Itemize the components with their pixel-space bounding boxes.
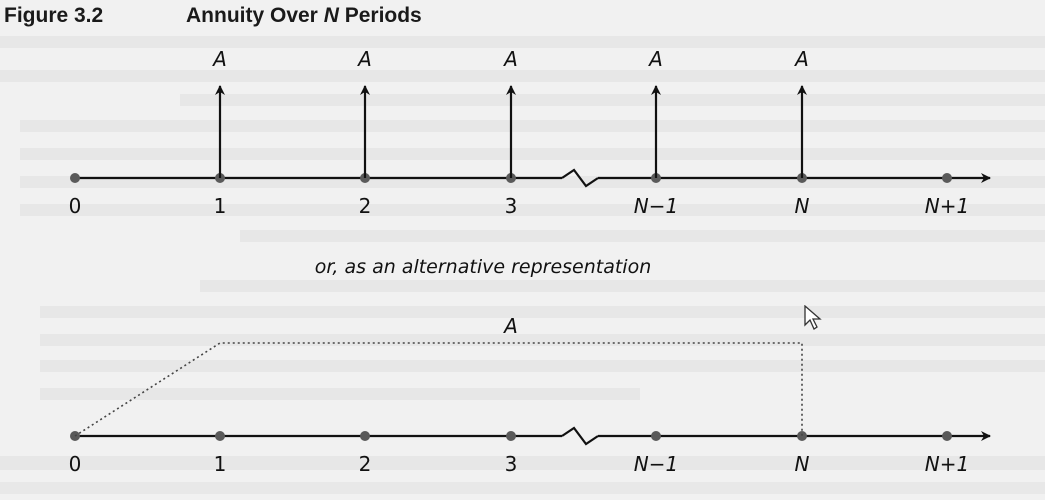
bottom-period-label: N (795, 452, 810, 476)
bottom-period-label: 3 (505, 452, 518, 476)
bleed-through-text (0, 36, 1045, 494)
top-timeline: 0 1 2 3 N−1 N N+1 A A A A A (69, 47, 991, 218)
bottom-axis-break (561, 426, 599, 446)
payment-label: A (211, 47, 227, 71)
bottom-period-label: 1 (214, 452, 227, 476)
top-period-label: N+1 (925, 194, 969, 218)
figure-title-prefix: Annuity Over (186, 4, 324, 27)
annuity-bracket (74, 342, 803, 437)
top-period-label: 2 (359, 194, 372, 218)
payment-label: A (356, 47, 372, 71)
bottom-timeline: 0 1 2 3 N−1 N N+1 A (69, 314, 991, 476)
mouse-cursor-icon (804, 304, 822, 335)
top-period-label: 3 (505, 194, 518, 218)
top-period-label: 1 (214, 194, 227, 218)
figure-title-suffix: Periods (338, 4, 422, 27)
payment-label: A (647, 47, 663, 71)
top-axis-break (561, 168, 599, 188)
bottom-period-dot (942, 431, 952, 441)
bottom-period-dot (506, 431, 516, 441)
bottom-period-label: 0 (69, 452, 82, 476)
top-period-dot (942, 173, 952, 183)
top-period-label: N (795, 194, 810, 218)
bottom-period-dot (651, 431, 661, 441)
top-period-label: 0 (69, 194, 82, 218)
figure-number: Figure 3.2 (4, 4, 104, 27)
top-period-dot (70, 173, 80, 183)
bracket-payment-label: A (502, 314, 518, 338)
bottom-period-dot (797, 431, 807, 441)
payment-label: A (793, 47, 809, 71)
bottom-period-dot (360, 431, 370, 441)
payment-label: A (502, 47, 518, 71)
top-period-label: N−1 (634, 194, 678, 218)
bottom-period-dot (215, 431, 225, 441)
bottom-period-label: N+1 (925, 452, 969, 476)
bottom-period-label: N−1 (634, 452, 678, 476)
bottom-period-label: 2 (359, 452, 372, 476)
figure-title: Annuity Over N Periods (186, 4, 422, 28)
separator-text: or, as an alternative representation (315, 256, 652, 278)
figure-title-variable: N (323, 4, 339, 27)
